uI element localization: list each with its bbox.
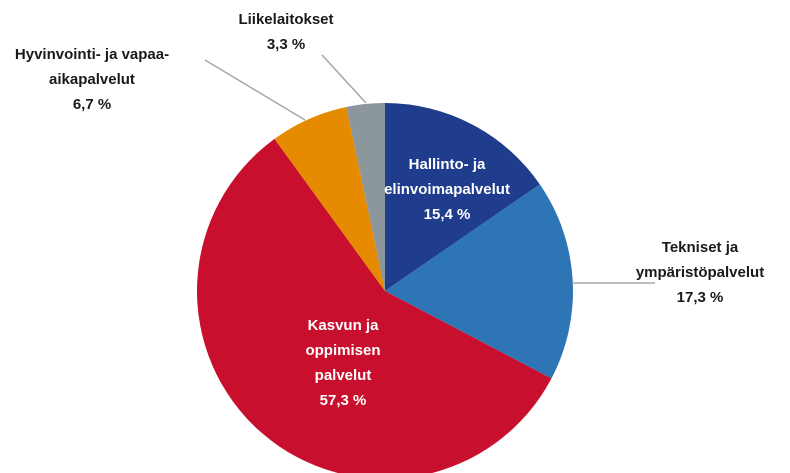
pie-slice — [274, 107, 385, 291]
value-label: 15,4 % — [424, 206, 471, 223]
value-label: 6,7 % — [73, 96, 111, 113]
slice-label: Hallinto- ja elinvoimapalvelut — [384, 156, 510, 198]
slice-label: Hyvinvointi- ja vapaa-aikapalvelut — [15, 46, 169, 88]
slice-label: Kasvun ja oppimisen palvelut — [305, 317, 380, 384]
pie-slice — [385, 103, 540, 291]
value-label: 57,3 % — [320, 392, 367, 409]
value-label: 17,3 % — [677, 289, 724, 306]
leader-line — [204, 59, 306, 121]
slice-label: Tekniset ja ympäristöpalvelut — [636, 239, 764, 281]
pie-slice — [346, 103, 385, 291]
pie-slice — [197, 138, 552, 473]
leader-line — [321, 54, 367, 104]
pie-slice — [385, 184, 573, 379]
slice-label: Liikelaitokset — [238, 11, 333, 28]
value-label: 3,3 % — [267, 36, 305, 53]
